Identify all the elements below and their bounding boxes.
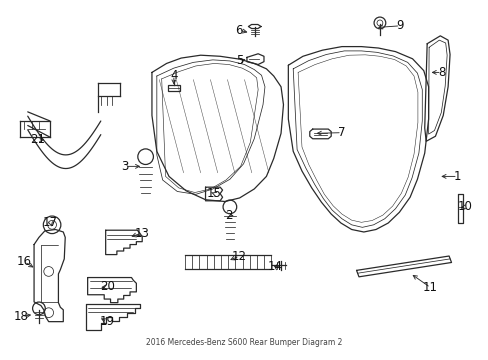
- Text: 2: 2: [224, 209, 232, 222]
- Text: 19: 19: [100, 315, 114, 328]
- Text: 13: 13: [135, 226, 149, 239]
- Text: 1: 1: [453, 170, 461, 183]
- Text: 8: 8: [437, 66, 445, 79]
- Text: 9: 9: [396, 19, 403, 32]
- Text: 14: 14: [266, 260, 282, 273]
- Text: 4: 4: [170, 69, 177, 82]
- Text: 20: 20: [100, 280, 114, 293]
- Text: 11: 11: [422, 281, 437, 294]
- Text: 18: 18: [14, 310, 29, 323]
- Text: 3: 3: [121, 160, 128, 173]
- Text: 12: 12: [232, 249, 246, 262]
- Text: 7: 7: [338, 126, 345, 139]
- Text: 10: 10: [457, 201, 471, 213]
- Text: 16: 16: [17, 255, 32, 268]
- Text: 5: 5: [235, 54, 243, 67]
- Text: 2016 Mercedes-Benz S600 Rear Bumper Diagram 2: 2016 Mercedes-Benz S600 Rear Bumper Diag…: [145, 338, 342, 347]
- Text: 21: 21: [30, 133, 45, 146]
- Text: 17: 17: [43, 216, 58, 229]
- Text: 6: 6: [234, 24, 242, 37]
- Text: 15: 15: [206, 187, 221, 200]
